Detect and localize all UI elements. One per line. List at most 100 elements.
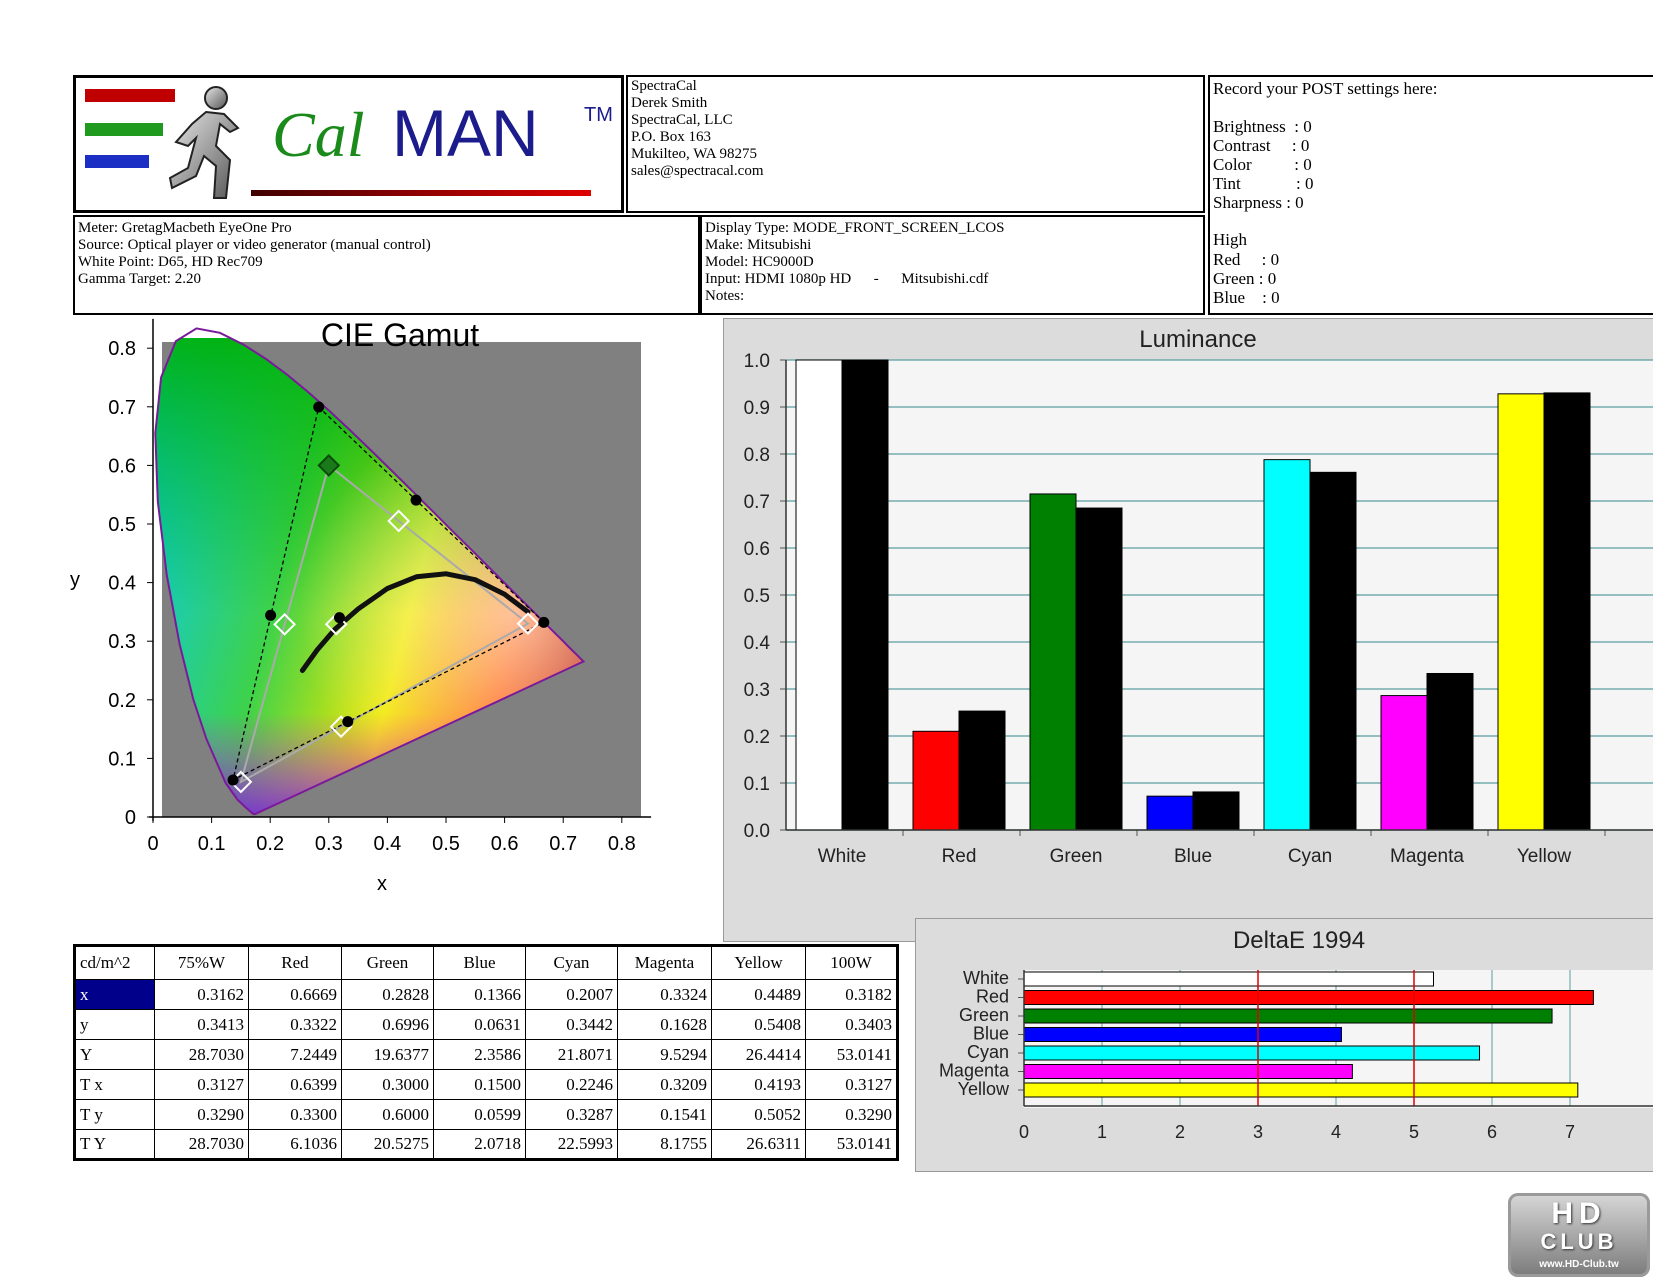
table-cell: 0.4193: [711, 1069, 806, 1100]
luminance-bar-measured: [841, 359, 889, 831]
table-row-label[interactable]: T y: [74, 1099, 155, 1130]
measured-point: [313, 401, 325, 413]
table-cell: 6.1036: [248, 1129, 342, 1160]
target-point: [387, 509, 411, 533]
luminance-category-label: Cyan: [1288, 846, 1332, 867]
luminance-bar-measured: [1192, 791, 1240, 831]
deltae-bar: [1023, 1045, 1481, 1061]
logo-man-text: MAN: [392, 96, 539, 170]
table-cell: 0.1500: [433, 1069, 526, 1100]
table-cell: 0.3287: [525, 1099, 618, 1130]
cie-xlabel: x: [377, 873, 387, 895]
display-line-1: Make: Mitsubishi: [705, 237, 812, 253]
table-cell: 19.6377: [341, 1039, 434, 1070]
high-title: High: [1213, 230, 1247, 249]
high-line-1: Green : 0: [1213, 269, 1277, 288]
post-line-3: Tint : 0: [1213, 174, 1314, 193]
deltae-bar: [1023, 1027, 1342, 1042]
deltae-title: DeltaE 1994: [1233, 927, 1365, 954]
table-column-header: Yellow: [711, 945, 806, 980]
logo-cal-text: Cal: [272, 99, 365, 170]
luminance-bar-target: [1029, 493, 1077, 831]
table-column-header: Green: [341, 945, 434, 980]
table-cell: 21.8071: [525, 1039, 618, 1070]
table-cell: 2.0718: [433, 1129, 526, 1160]
luminance-category-label: Blue: [1174, 846, 1212, 867]
high-line-2: Blue : 0: [1213, 288, 1280, 307]
table-cell: 0.3162: [154, 979, 249, 1010]
table-row: y 0.3413 0.3322 0.6996 0.0631 0.3442 0.1628 0.5…: [74, 1009, 898, 1040]
table-cell: 0.3127: [154, 1069, 249, 1100]
table-cell: 0.3442: [525, 1009, 618, 1040]
luminance-bar-measured: [1309, 471, 1357, 831]
table-cell: 22.5993: [525, 1129, 618, 1160]
table-cell: 0.0599: [433, 1099, 526, 1130]
luminance-y-tick-label: 0.5: [744, 586, 770, 607]
spectral-locus: [154, 327, 586, 816]
deltae-bar: [1023, 990, 1594, 1005]
cie-x-tick-label: 0.2: [256, 833, 284, 855]
cie-y-tick-label: 0.1: [108, 748, 136, 770]
luminance-y-tick-label: 0.6: [744, 539, 770, 560]
contact-line-0: SpectraCal: [631, 78, 697, 94]
deltae-bar: [1023, 1008, 1553, 1024]
measured-point: [538, 616, 550, 628]
cie-y-tick-label: 0: [125, 807, 136, 829]
luminance-bar-measured: [1075, 507, 1123, 831]
table-cell: 0.3290: [805, 1099, 898, 1130]
hdclub-line2: CLUB: [1540, 1229, 1618, 1254]
table-cell: 0.2828: [341, 979, 434, 1010]
cie-x-tick-label: 0.1: [198, 833, 226, 855]
display-lines: Display Type: MODE_FRONT_SCREEN_LCOS Make…: [705, 220, 1005, 305]
luminance-bar-measured: [1426, 672, 1474, 831]
table-cell: 8.1755: [617, 1129, 712, 1160]
deltae-x-tick-label: 6: [1487, 1122, 1497, 1142]
deltae-bar: [1023, 1064, 1353, 1079]
luminance-category-label: White: [818, 846, 867, 867]
meter-info: Meter: GretagMacbeth EyeOne Pro Source: O…: [73, 215, 700, 315]
table-row-label[interactable]: T Y: [74, 1129, 155, 1160]
table-cell: 0.6996: [341, 1009, 434, 1040]
luminance-y-tick-label: 1.0: [744, 351, 770, 372]
high-lines: Red : 0 Green : 0 Blue : 0: [1213, 250, 1280, 307]
contact-line-4: Mukilteo, WA 98275: [631, 146, 757, 162]
measurement-table: cd/m^2 75%W Red Green Blue Cyan Magenta Yellow 1…: [73, 944, 899, 1161]
running-man-icon: [168, 86, 240, 199]
logo-blue-bar: [85, 155, 149, 168]
table-row-label[interactable]: Y: [74, 1039, 155, 1070]
cie-y-tick-label: 0.2: [108, 690, 136, 712]
contact-lines: SpectraCal Derek Smith SpectraCal, LLC P.O.…: [631, 78, 764, 180]
deltae-x-tick-label: 0: [1019, 1122, 1029, 1142]
contact-info: SpectraCal Derek Smith SpectraCal, LLC P.O.…: [626, 75, 1205, 213]
table-cell: 2.3586: [433, 1039, 526, 1070]
meter-line-2: White Point: D65, HD Rec709: [78, 254, 263, 270]
luminance-y-tick-label: 0.2: [744, 727, 770, 748]
table-cell: 7.2449: [248, 1039, 342, 1070]
luminance-y-tick-label: 0.4: [744, 633, 771, 654]
table-row-label[interactable]: T x: [74, 1069, 155, 1100]
table-cell: 53.0141: [805, 1129, 898, 1160]
deltae-category-label: Cyan: [967, 1042, 1009, 1062]
hdclub-watermark-logo: HD CLUB www.HD-Club.tw: [1508, 1193, 1650, 1277]
deltae-category-label: Yellow: [958, 1079, 1010, 1099]
luminance-category-label: Yellow: [1517, 846, 1572, 867]
cie-x-tick-label: 0.7: [549, 833, 577, 855]
table-cell: 0.4489: [711, 979, 806, 1010]
luminance-bar-measured: [1543, 392, 1591, 831]
measured-point: [265, 609, 277, 621]
table-row-label[interactable]: x: [74, 979, 155, 1010]
post-line-1: Contrast : 0: [1213, 136, 1310, 155]
table-row-label[interactable]: y: [74, 1009, 155, 1040]
table-cell: 0.0631: [433, 1009, 526, 1040]
cie-y-tick-label: 0.8: [108, 338, 136, 360]
display-line-0: Display Type: MODE_FRONT_SCREEN_LCOS: [705, 220, 1005, 236]
table-column-header: Blue: [433, 945, 526, 980]
table-cell: 53.0141: [805, 1039, 898, 1070]
target-point: [273, 612, 297, 636]
cie-ylabel: y: [70, 569, 80, 591]
cie-x-tick-label: 0.6: [491, 833, 519, 855]
deltae-category-label: Red: [976, 987, 1009, 1007]
table-cell: 9.5294: [617, 1039, 712, 1070]
table-cell: 0.3300: [248, 1099, 342, 1130]
luminance-y-tick-label: 0.1: [744, 774, 770, 795]
